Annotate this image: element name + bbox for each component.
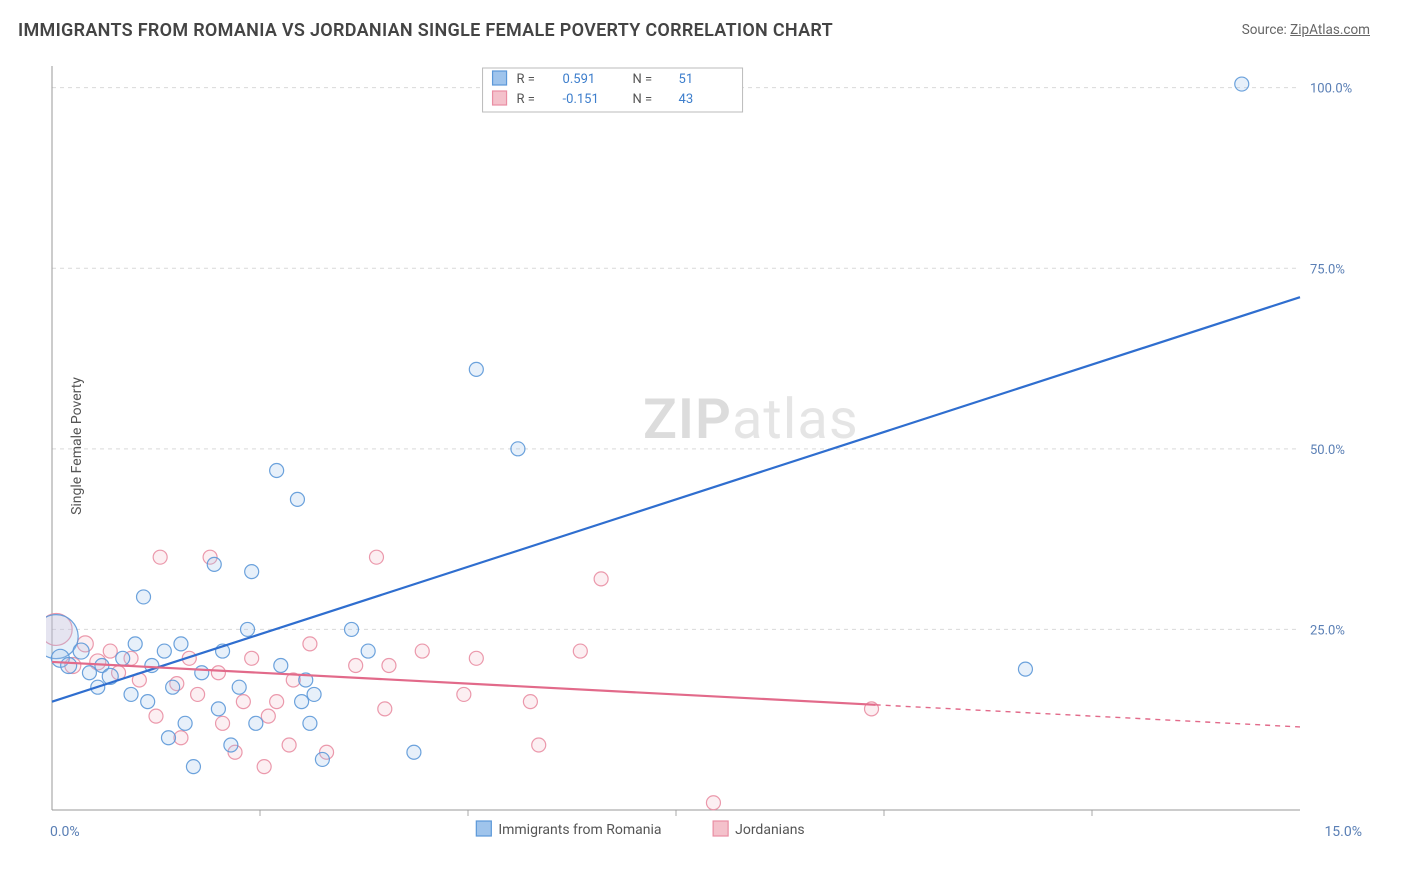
- data-point: [282, 738, 296, 752]
- y-tick-label: 75.0%: [1310, 262, 1345, 277]
- data-point: [224, 738, 238, 752]
- data-point: [73, 643, 89, 659]
- data-point: [469, 651, 483, 665]
- legend-r-value: -0.151: [563, 92, 599, 107]
- data-point: [61, 658, 77, 674]
- data-point: [186, 760, 200, 774]
- data-point: [295, 695, 309, 709]
- data-point: [573, 644, 587, 658]
- source-link[interactable]: ZipAtlas.com: [1290, 22, 1370, 38]
- chart-container: 25.0% 50.0% 75.0% 100.0% 0.0% 15.0% ZIPatlas R …: [46, 60, 1370, 846]
- data-point: [369, 550, 383, 564]
- data-point: [523, 695, 537, 709]
- data-point: [191, 687, 205, 701]
- data-point: [82, 666, 96, 680]
- data-point: [303, 716, 317, 730]
- data-point: [457, 687, 471, 701]
- data-point: [249, 716, 263, 730]
- data-point: [1018, 662, 1032, 676]
- page-title: IMMIGRANTS FROM ROMANIA VS JORDANIAN SIN…: [18, 20, 833, 41]
- data-point: [706, 796, 720, 810]
- data-point: [128, 637, 142, 651]
- data-point: [261, 709, 275, 723]
- legend-n-label: N =: [633, 72, 653, 87]
- data-point: [174, 637, 188, 651]
- data-point: [415, 644, 429, 658]
- data-point: [137, 590, 151, 604]
- trend-line: [52, 297, 1300, 702]
- legend-r-label: R =: [517, 92, 535, 107]
- x-tick-label: 15.0%: [1324, 824, 1362, 840]
- data-point: [103, 644, 117, 658]
- data-point: [315, 752, 329, 766]
- data-point: [270, 695, 284, 709]
- data-point: [245, 565, 259, 579]
- legend-swatch: [493, 91, 507, 105]
- data-point: [511, 442, 525, 456]
- legend-swatch: [493, 71, 507, 85]
- data-point: [257, 760, 271, 774]
- data-point: [245, 651, 259, 665]
- legend-series-label: Jordanians: [735, 822, 805, 838]
- data-point: [270, 464, 284, 478]
- data-point: [178, 716, 192, 730]
- data-point: [303, 637, 317, 651]
- data-point: [166, 680, 180, 694]
- data-point: [211, 702, 225, 716]
- legend-r-value: 0.591: [563, 72, 596, 87]
- data-point: [124, 687, 138, 701]
- data-point: [149, 709, 163, 723]
- data-point: [1235, 77, 1249, 91]
- source-credit: Source: ZipAtlas.com: [1242, 22, 1370, 38]
- legend-series-label: Immigrants from Romania: [498, 822, 661, 838]
- y-tick-label: 50.0%: [1310, 443, 1345, 458]
- data-point: [382, 659, 396, 673]
- data-point: [232, 680, 246, 694]
- legend-n-label: N =: [633, 92, 653, 107]
- y-tick-label: 25.0%: [1310, 623, 1345, 638]
- data-point: [141, 695, 155, 709]
- data-point: [469, 362, 483, 376]
- legend-n-value: 51: [679, 72, 694, 87]
- data-point: [290, 492, 304, 506]
- legend-swatch: [713, 821, 728, 836]
- data-point: [307, 687, 321, 701]
- source-label: Source:: [1242, 22, 1290, 38]
- data-point: [378, 702, 392, 716]
- data-point: [241, 622, 255, 636]
- watermark: ZIPatlas: [643, 386, 859, 452]
- data-point: [274, 659, 288, 673]
- trend-line-extrapolated: [876, 705, 1300, 727]
- data-point: [407, 745, 421, 759]
- data-point: [345, 622, 359, 636]
- data-point: [361, 644, 375, 658]
- scatter-chart: 25.0% 50.0% 75.0% 100.0% 0.0% 15.0% ZIPatlas R …: [46, 60, 1370, 846]
- data-point: [211, 666, 225, 680]
- data-point: [349, 659, 363, 673]
- data-point: [153, 550, 167, 564]
- legend-n-value: 43: [679, 92, 694, 107]
- data-point: [116, 651, 130, 665]
- data-point: [195, 666, 209, 680]
- legend-r-label: R =: [517, 72, 535, 87]
- data-point: [216, 716, 230, 730]
- x-tick-label: 0.0%: [50, 824, 80, 840]
- data-point: [532, 738, 546, 752]
- data-point: [157, 644, 171, 658]
- data-point: [236, 695, 250, 709]
- data-point: [161, 731, 175, 745]
- y-tick-label: 100.0%: [1310, 82, 1352, 97]
- legend-swatch: [476, 821, 491, 836]
- data-point: [207, 557, 221, 571]
- data-point: [594, 572, 608, 586]
